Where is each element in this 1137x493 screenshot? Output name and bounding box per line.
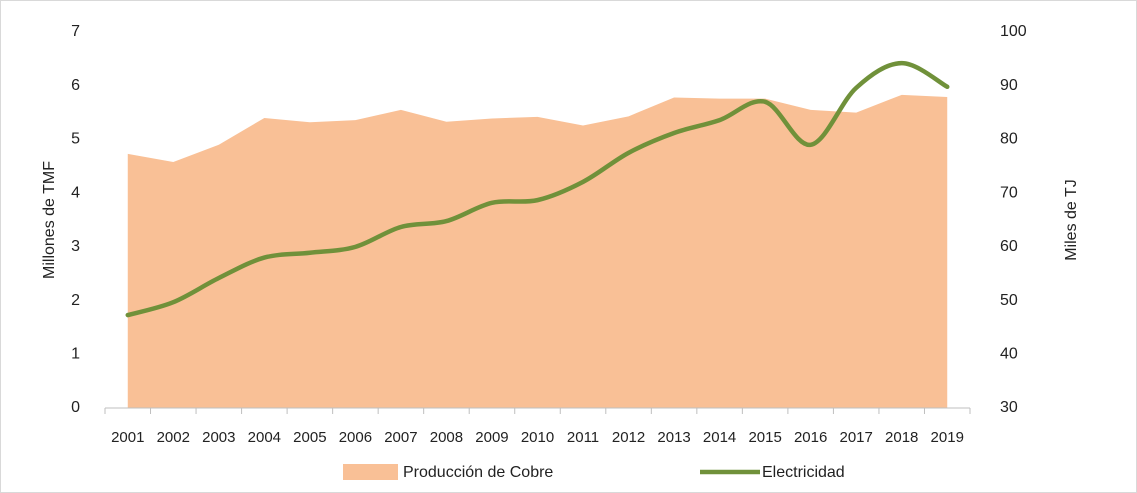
area <box>127 94 948 409</box>
y2-tick-label: 80 <box>1000 131 1018 148</box>
x-tick-label: 2007 <box>384 429 417 446</box>
x-tick-label: 2011 <box>567 429 599 446</box>
x-tick-label: 2016 <box>794 429 827 446</box>
legend-label: Electricidad <box>762 464 845 481</box>
x-tick-label: 2006 <box>339 429 372 446</box>
y-axis-label: Millones de TMF <box>41 161 58 279</box>
x-tick-label: 2004 <box>248 429 281 446</box>
x-tick-label: 2017 <box>839 429 872 446</box>
y2-tick-label: 100 <box>1000 23 1027 40</box>
legend-swatch <box>343 464 398 480</box>
y-tick-label: 1 <box>71 346 80 363</box>
y-tick-label: 6 <box>71 77 80 94</box>
y2-tick-label: 60 <box>1000 238 1018 255</box>
y2-axis-label: Miles de TJ <box>1063 179 1080 261</box>
x-tick-label: 2005 <box>293 429 326 446</box>
x-tick-label: 2014 <box>703 429 736 446</box>
x-tick-label: 2018 <box>885 429 918 446</box>
y2-tick-label: 70 <box>1000 184 1018 201</box>
y2-tick-label: 40 <box>1000 346 1018 363</box>
x-tick-label: 2010 <box>521 429 554 446</box>
x-tick-label: 2008 <box>430 429 463 446</box>
x-tick-label: 2009 <box>475 429 508 446</box>
x-tick-label: 2013 <box>657 429 690 446</box>
y-tick-label: 5 <box>71 131 80 148</box>
x-tick-label: 2019 <box>931 429 964 446</box>
y-tick-label: 0 <box>71 399 80 416</box>
y2-tick-label: 90 <box>1000 77 1018 94</box>
y-tick-label: 7 <box>71 23 80 40</box>
x-tick-label: 2002 <box>157 429 190 446</box>
x-tick-label: 2015 <box>748 429 781 446</box>
x-tick-label: 2012 <box>612 429 645 446</box>
y2-tick-label: 30 <box>1000 399 1018 416</box>
y2-tick-label: 50 <box>1000 292 1018 309</box>
y-tick-label: 2 <box>71 292 80 309</box>
x-tick-label: 2001 <box>111 429 144 446</box>
y-tick-label: 3 <box>71 238 80 255</box>
line <box>125 60 950 318</box>
y-tick-label: 4 <box>71 184 80 201</box>
legend-label: Producción de Cobre <box>403 464 553 481</box>
x-tick-label: 2003 <box>202 429 235 446</box>
